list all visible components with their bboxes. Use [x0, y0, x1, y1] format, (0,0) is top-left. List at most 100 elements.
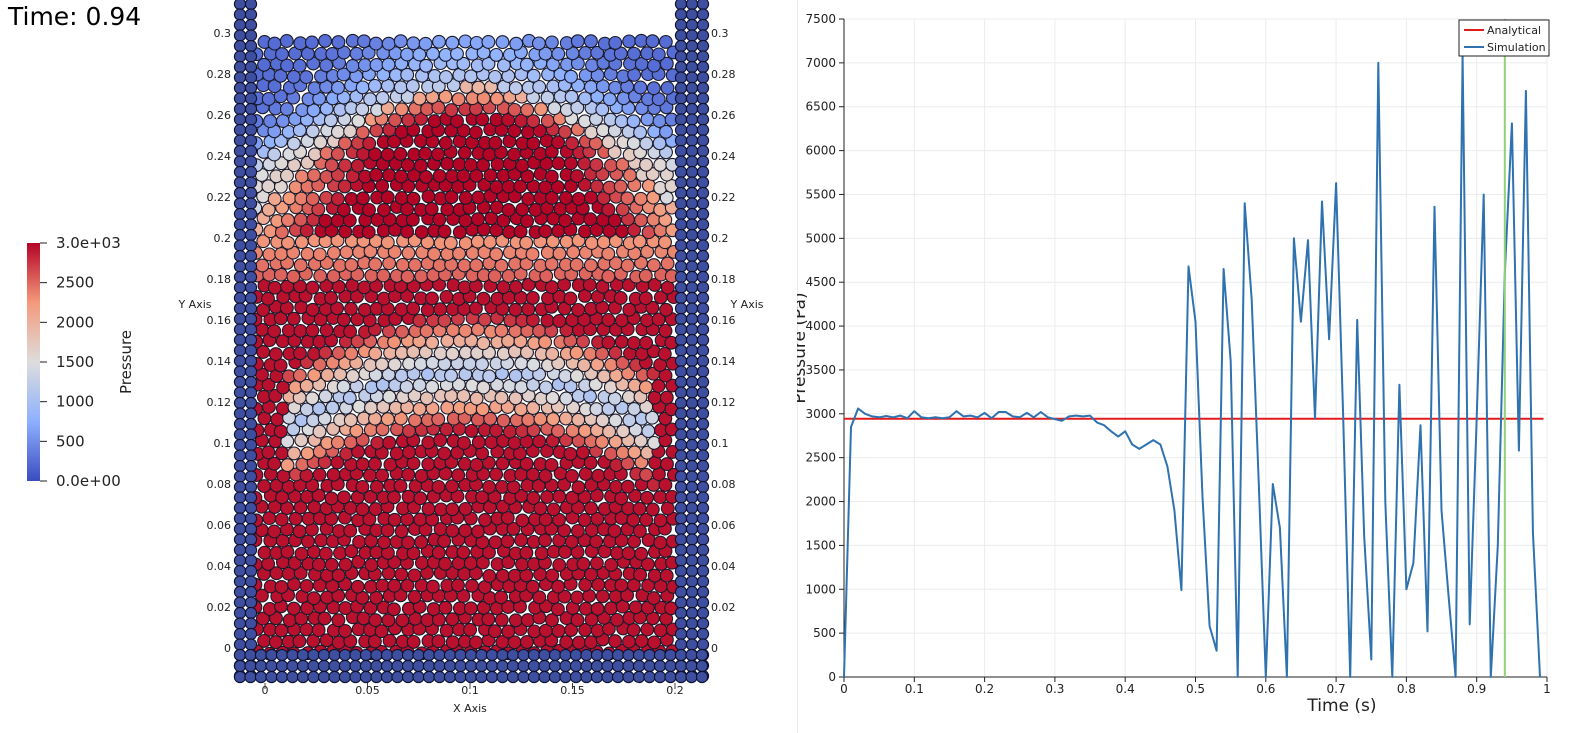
fluid-particle	[273, 134, 288, 148]
wall-particle	[233, 218, 247, 231]
fluid-particle	[544, 457, 559, 472]
fluid-particle	[267, 79, 282, 94]
fluid-particle	[527, 624, 542, 639]
fluid-particle	[495, 479, 510, 494]
wall-particle	[674, 585, 688, 599]
fluid-particle	[641, 424, 656, 439]
wall-particle	[685, 344, 699, 357]
fluid-particle	[638, 380, 653, 395]
fluid-particle	[645, 167, 660, 182]
fluid-particle	[438, 70, 453, 84]
fluid-particle	[463, 158, 478, 172]
fluid-particle	[452, 225, 467, 240]
wall-particle	[233, 564, 247, 578]
wall-particle	[328, 659, 341, 673]
fluid-particle	[589, 402, 604, 417]
view-divider[interactable]	[797, 0, 798, 733]
wall-particle	[233, 228, 247, 242]
wall-particle	[244, 554, 258, 567]
wall-particle	[443, 670, 457, 684]
fluid-particle	[610, 612, 624, 627]
wall-particle	[338, 659, 352, 673]
chart-y-tick-label: 1000	[805, 582, 836, 596]
fluid-particle	[445, 635, 460, 650]
wall-particle	[685, 165, 699, 179]
fluid-particle	[495, 35, 510, 50]
fluid-particle	[578, 46, 593, 60]
fluid-particle	[501, 203, 516, 217]
fluid-particle	[507, 147, 522, 162]
fluid-particle	[532, 590, 547, 605]
wall-particle	[286, 648, 299, 662]
fluid-particle	[558, 369, 573, 384]
fluid-particle	[470, 234, 485, 249]
fluid-particle	[336, 379, 351, 394]
colorbar-gradient	[27, 243, 40, 481]
wall-particle	[286, 659, 299, 673]
fluid-particle	[421, 457, 436, 472]
wall-particle	[674, 50, 688, 63]
fluid-particle	[344, 346, 359, 361]
fluid-particle	[608, 35, 623, 50]
wall-particle	[674, 428, 688, 441]
wall-particle	[244, 627, 258, 641]
wall-particle	[496, 659, 509, 673]
chart-legend[interactable]: Analytical Simulation	[1458, 19, 1550, 57]
fluid-particle	[413, 512, 428, 527]
wall-particle	[696, 60, 710, 74]
particle-view[interactable]: 0 0.05 0.1 0.15 0.2 0 0 0.02 0.02 0.04 0.04 0.06 0.0…	[0, 0, 797, 733]
wall-particle	[696, 81, 710, 95]
fluid-particle	[294, 169, 309, 184]
wall-particle	[422, 659, 436, 673]
wall-particle	[685, 480, 699, 494]
fluid-particle	[590, 601, 605, 616]
chart-x-tick-label: 0.6	[1256, 682, 1275, 696]
fluid-particle	[280, 168, 294, 183]
wall-particle	[233, 543, 247, 557]
fluid-particle	[433, 433, 448, 448]
fluid-particle	[393, 147, 408, 161]
fluid-particle	[414, 269, 429, 284]
wall-particle	[696, 407, 710, 420]
wall-particle	[233, 627, 247, 641]
fluid-particle	[382, 435, 397, 450]
fluid-particle	[652, 114, 667, 128]
wall-particle	[674, 638, 688, 651]
wall-particle	[696, 102, 710, 116]
wall-particle	[464, 648, 478, 662]
fluid-particle	[445, 523, 460, 538]
fluid-particle	[330, 301, 345, 316]
wall-particle	[696, 239, 710, 252]
wall-particle	[233, 606, 247, 620]
fluid-particle	[481, 35, 496, 49]
wall-particle	[685, 323, 699, 336]
fluid-particle	[255, 258, 270, 273]
wall-particle	[233, 375, 247, 389]
wall-particle	[674, 323, 688, 336]
fluid-particle	[457, 145, 472, 160]
fluid-particle	[515, 513, 530, 528]
legend-label: Simulation	[1487, 41, 1546, 54]
fluid-particle	[318, 213, 333, 228]
wall-particle	[244, 144, 258, 158]
wall-particle	[527, 670, 541, 684]
y-tick-label-left: 0.04	[207, 560, 232, 573]
wall-particle	[685, 659, 698, 673]
chart-x-tick-label: 1	[1543, 682, 1551, 696]
fluid-particle	[330, 124, 345, 139]
wall-particle	[696, 281, 710, 294]
fluid-particle	[465, 578, 479, 593]
fluid-particle	[395, 324, 410, 339]
pressure-chart[interactable]: 0 0.1 0.2 0.3 0.4 0.5 0.6 0.7 0.8 0.9 1 0 500 1000 150…	[797, 0, 1593, 733]
fluid-particle	[394, 125, 409, 139]
wall-particle	[674, 39, 688, 53]
chart-x-tick-label: 0.9	[1467, 682, 1486, 696]
wall-particle	[685, 596, 699, 609]
wall-particle	[685, 459, 699, 473]
fluid-particle	[338, 624, 353, 638]
wall-particle	[696, 291, 710, 305]
fluid-particle	[658, 323, 673, 338]
fluid-particle	[367, 634, 382, 649]
wall-particle	[674, 207, 688, 221]
wall-particle	[696, 123, 710, 137]
